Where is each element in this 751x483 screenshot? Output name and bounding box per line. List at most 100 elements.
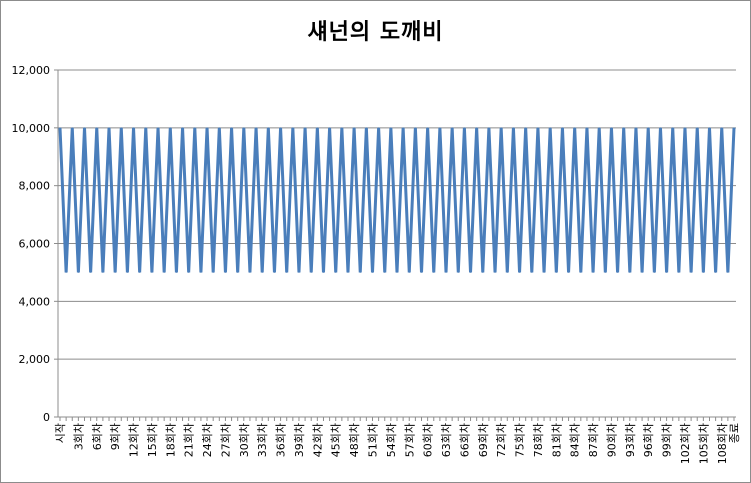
data-point — [255, 127, 257, 129]
axes — [54, 69, 736, 421]
data-point — [568, 271, 570, 273]
x-tick-label: 시작 — [54, 423, 67, 443]
data-point — [84, 127, 86, 129]
series-line — [58, 127, 736, 273]
data-point — [335, 271, 337, 273]
data-point — [182, 127, 184, 129]
x-tick-label: 45회차 — [330, 423, 343, 457]
data-point — [715, 271, 717, 273]
y-tick-label: 0 — [43, 411, 50, 424]
data-point — [641, 271, 643, 273]
data-point — [163, 271, 165, 273]
data-point — [727, 271, 729, 273]
x-tick-label: 9회차 — [109, 423, 122, 450]
data-point — [733, 127, 735, 129]
x-tick-labels: 시작 3회차 6회차 9회차 12회차 15회차 18회차 21회차 24회차 27회차 30회차 3… — [54, 423, 741, 464]
data-point — [598, 127, 600, 129]
data-point — [169, 127, 171, 129]
data-point — [666, 271, 668, 273]
x-tick-label: 63회차 — [440, 423, 453, 457]
data-point — [224, 271, 226, 273]
data-point — [574, 127, 576, 129]
data-point — [439, 127, 441, 129]
data-point — [188, 271, 190, 273]
x-tick-label: 60회차 — [422, 423, 435, 457]
data-point — [696, 127, 698, 129]
data-point — [390, 127, 392, 129]
x-tick-label: 51회차 — [366, 423, 379, 457]
data-point — [463, 127, 465, 129]
data-point — [549, 127, 551, 129]
data-point — [126, 271, 128, 273]
y-tick-labels: 0 2,000 4,000 6,000 8,000 10,000 12,000 — [12, 64, 51, 424]
data-point — [457, 271, 459, 273]
data-point — [359, 271, 361, 273]
data-point — [592, 271, 594, 273]
data-point — [537, 127, 539, 129]
data-point — [365, 127, 367, 129]
data-point — [261, 271, 263, 273]
data-point — [427, 127, 429, 129]
data-point — [298, 271, 300, 273]
x-tick-label: 종료 — [728, 423, 741, 443]
data-point — [421, 271, 423, 273]
data-point — [543, 271, 545, 273]
data-point — [525, 127, 527, 129]
data-point — [145, 127, 147, 129]
data-point — [139, 271, 141, 273]
data-point — [402, 127, 404, 129]
data-point — [629, 271, 631, 273]
data-point — [90, 271, 92, 273]
data-point — [610, 127, 612, 129]
x-tick-label: 18회차 — [164, 423, 177, 457]
data-point — [280, 127, 282, 129]
data-point — [414, 127, 416, 129]
chart-title: 섀넌의 도깨비 — [307, 20, 444, 45]
data-point — [114, 271, 116, 273]
data-point — [108, 127, 110, 129]
data-point — [488, 127, 490, 129]
x-tick-label: 105회차 — [697, 423, 710, 464]
data-point — [157, 127, 159, 129]
x-tick-label: 6회차 — [91, 423, 104, 450]
data-point — [635, 127, 637, 129]
data-point — [96, 127, 98, 129]
data-point — [102, 271, 104, 273]
data-point — [371, 271, 373, 273]
x-tick-label: 33회차 — [256, 423, 269, 457]
data-point — [604, 271, 606, 273]
data-point — [470, 271, 472, 273]
data-point — [286, 271, 288, 273]
data-point — [506, 271, 508, 273]
series-layer — [58, 127, 736, 273]
data-point — [580, 271, 582, 273]
x-tick-label: 57회차 — [403, 423, 416, 457]
x-tick-label: 36회차 — [275, 423, 288, 457]
data-point — [292, 127, 294, 129]
data-point — [237, 271, 239, 273]
data-point — [243, 127, 245, 129]
x-tick-label: 72회차 — [495, 423, 508, 457]
data-point — [378, 127, 380, 129]
data-point — [721, 127, 723, 129]
y-tick-label: 10,000 — [12, 122, 51, 135]
x-tick-label: 75회차 — [514, 423, 527, 457]
x-tick-label: 93회차 — [624, 423, 637, 457]
data-point — [494, 271, 496, 273]
data-point — [273, 271, 275, 273]
data-point — [531, 271, 533, 273]
data-point — [304, 127, 306, 129]
x-tick-label: 81회차 — [550, 423, 563, 457]
data-point — [702, 271, 704, 273]
data-point — [623, 127, 625, 129]
x-tick-label: 90회차 — [605, 423, 618, 457]
data-point — [519, 271, 521, 273]
data-point — [445, 271, 447, 273]
data-point — [341, 127, 343, 129]
x-tick-label: 69회차 — [477, 423, 490, 457]
y-tick-label: 8,000 — [19, 180, 51, 193]
data-point — [249, 271, 251, 273]
x-tick-label: 96회차 — [642, 423, 655, 457]
x-tick-label: 54회차 — [385, 423, 398, 457]
